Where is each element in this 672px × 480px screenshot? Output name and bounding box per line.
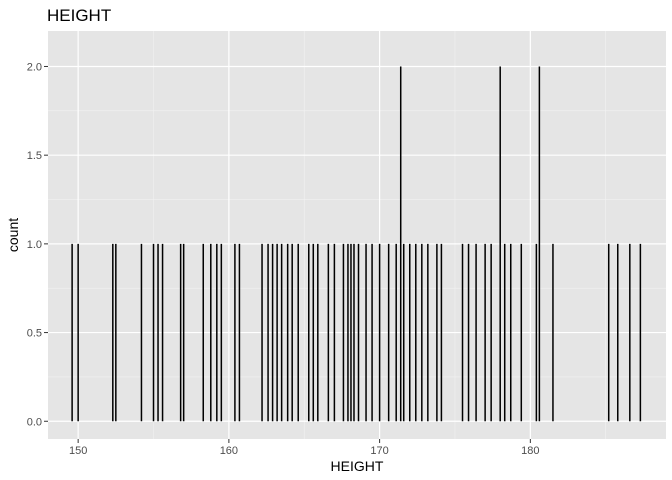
histogram-bar [399, 66, 402, 422]
histogram-bar [152, 243, 155, 422]
histogram-bar [436, 243, 438, 422]
histogram-bar [202, 243, 205, 422]
chart-title: HEIGHT [47, 6, 111, 25]
histogram-bar [409, 243, 411, 422]
histogram-bar [327, 243, 330, 422]
histogram-bar [499, 66, 501, 422]
x-tick-label: 160 [220, 445, 238, 457]
histogram-bar [140, 243, 143, 422]
histogram-bar [238, 243, 241, 422]
histogram-bar [629, 243, 631, 422]
histogram-bar [333, 243, 336, 422]
histogram-bar [182, 243, 185, 422]
x-axis-title: HEIGHT [331, 458, 384, 474]
histogram-bar [617, 243, 619, 422]
x-tick-label: 180 [521, 445, 539, 457]
histogram-bar [216, 243, 218, 422]
histogram-bar [395, 243, 397, 422]
x-axis: 150 160 170 180 [69, 439, 540, 457]
histogram-bar [538, 66, 541, 422]
histogram-bar [503, 243, 506, 422]
histogram-bar [357, 243, 360, 422]
histogram-bar [317, 243, 319, 422]
histogram-bar [308, 243, 310, 422]
histogram-bar [286, 243, 289, 422]
histogram-bar [415, 243, 417, 422]
histogram-bar [353, 243, 355, 422]
histogram-bar [350, 243, 352, 422]
histogram-bar [220, 243, 223, 422]
bars [71, 66, 642, 422]
histogram-bar [490, 243, 492, 422]
histogram-bar [427, 243, 429, 422]
histogram-bar [276, 243, 278, 422]
histogram-bar [440, 243, 443, 422]
histogram-bar [402, 243, 405, 422]
histogram-bar [297, 243, 299, 422]
y-tick-label: 0.5 [27, 328, 42, 340]
y-axis: 0.0 0.5 1.0 1.5 2.0 [27, 61, 48, 428]
histogram-bar [509, 243, 512, 422]
histogram-bar [467, 243, 470, 422]
histogram-bar [371, 243, 373, 422]
histogram-bar [77, 243, 79, 422]
histogram-bar [461, 243, 464, 422]
histogram-bar [267, 243, 269, 422]
histogram-bar [261, 243, 263, 422]
y-tick-label: 2.0 [27, 61, 42, 73]
histogram-bar [291, 243, 293, 422]
histogram-bar [520, 243, 523, 422]
plot-background [48, 31, 666, 439]
histogram-bar [112, 243, 114, 422]
histogram-bar [421, 243, 423, 422]
histogram-bar [210, 243, 212, 422]
histogram-bar [387, 243, 390, 422]
grid-minor [48, 31, 666, 439]
histogram-bar [271, 243, 274, 422]
histogram-bar [365, 243, 367, 422]
histogram-bar [535, 243, 538, 422]
x-tick-label: 150 [69, 445, 87, 457]
histogram-bar [115, 243, 117, 422]
histogram-bar [342, 243, 345, 422]
histogram-bar [552, 243, 554, 422]
histogram-bar [161, 243, 164, 422]
histogram-bar [312, 243, 315, 422]
y-tick-label: 0.0 [27, 416, 42, 428]
histogram-bar [234, 243, 236, 422]
histogram-bar [347, 243, 349, 422]
histogram-bar [280, 243, 283, 422]
y-axis-title: count [5, 218, 21, 252]
histogram-bar [71, 243, 73, 422]
y-tick-label: 1.0 [27, 239, 42, 251]
histogram-bar [484, 243, 486, 422]
x-tick-label: 170 [370, 445, 388, 457]
histogram-bar [607, 243, 610, 422]
histogram-bar [639, 243, 642, 422]
histogram-bar [179, 243, 182, 422]
histogram-bar [157, 243, 159, 422]
y-tick-label: 1.5 [27, 150, 42, 162]
histogram-bar [378, 243, 381, 422]
histogram-bar [475, 243, 477, 422]
